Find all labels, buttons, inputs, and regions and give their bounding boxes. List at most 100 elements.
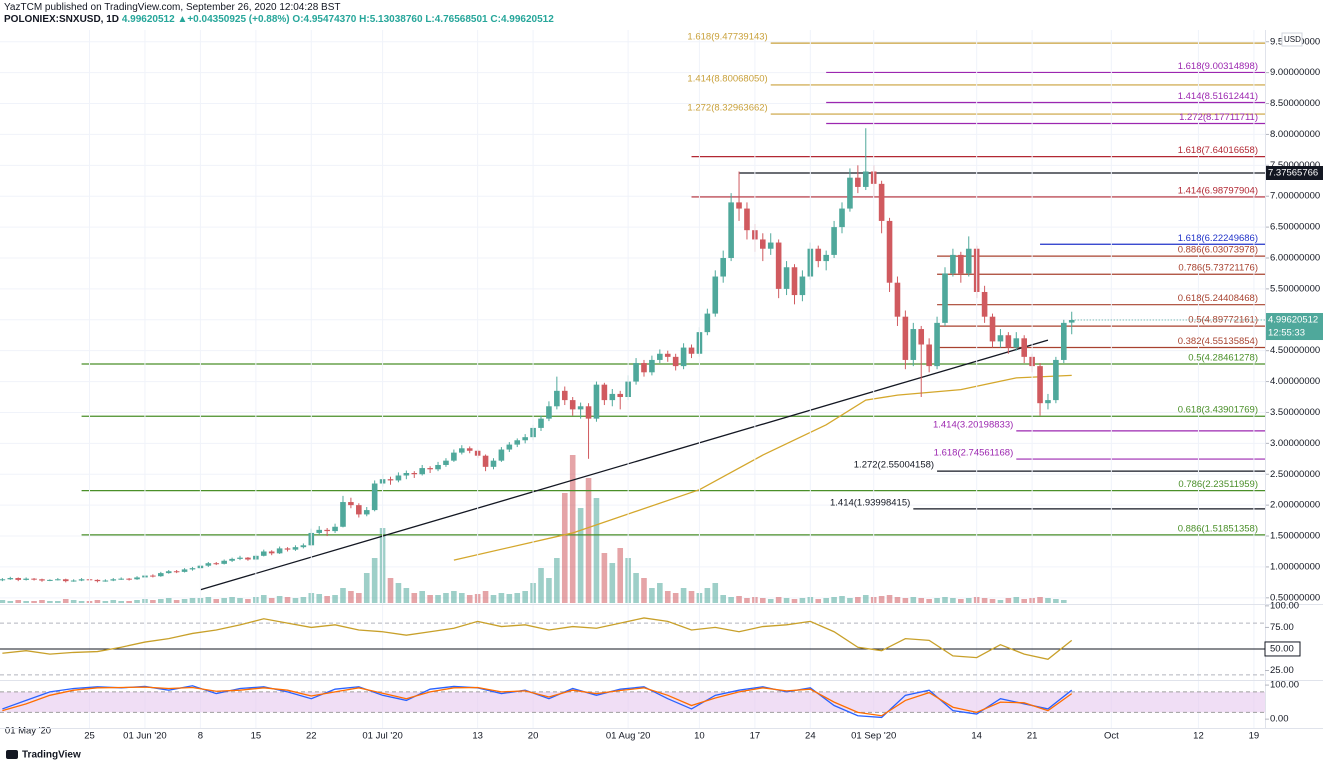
volume-bar [435,595,441,603]
level-label: 0.786(5.73721176) [1178,263,1258,274]
volume-bar [950,598,956,603]
volume-bar [47,601,53,603]
volume-bar [268,598,275,603]
volume-bar [181,599,188,603]
candle-body [165,571,172,574]
volume-bar [609,563,616,603]
volume-bar [229,597,235,603]
y-tick-label: 4.50000000 [1270,345,1320,356]
volume-bar [657,583,663,603]
candle-body [910,329,917,360]
candle-body [878,183,885,221]
level-label: 0.618(3.43901769) [1178,405,1258,416]
volume-bar [506,594,513,603]
volume-bar [680,588,687,603]
rsi-tick-label: 100.00 [1270,600,1299,611]
volume-bar [173,600,180,603]
y-tick-label: 2.50000000 [1270,469,1320,480]
candle-body [1061,322,1067,360]
candle-body [767,242,774,249]
level-label: 0.382(4.55135854) [1178,336,1258,347]
volume-bar [855,597,861,603]
trendline [200,339,1049,591]
candle-body [720,257,726,277]
x-tick-label: 10 [694,731,705,742]
y-tick-label: 3.50000000 [1270,407,1320,418]
candle-body [181,569,188,572]
volume-bar [411,593,418,603]
candle-body [403,473,410,476]
x-tick-label: 25 [84,731,95,742]
volume-bar [934,598,940,603]
candle-body [459,448,465,453]
candle-body [831,227,837,255]
candle-body [498,449,505,461]
volume-bar [1045,598,1051,603]
volume-bar [926,599,932,603]
candle-body [736,202,742,209]
candle-body [332,526,338,532]
candle-body [78,579,85,581]
candle-body [641,363,647,373]
x-tick-label: 01 Sep '20 [851,731,896,742]
volume-bar [451,591,457,603]
volume-bar [902,598,909,603]
candle-body [260,551,267,556]
volume-bar [664,591,671,603]
level-label: 1.414(6.98797904) [1178,185,1258,196]
level-label: 0.886(6.03073978) [1178,245,1258,256]
price-pane [0,41,1265,603]
candle-body [189,568,196,570]
candle-body [31,578,37,580]
x-tick-label: 19 [1249,731,1260,742]
candle-body [387,479,394,481]
candle-body [324,529,330,532]
volume-bar [522,591,528,603]
candle-body [205,563,212,566]
level-label: 1.618(6.22249686) [1178,233,1258,244]
candle-body [704,313,711,333]
candle-body [371,483,378,511]
volume-bar [23,601,29,603]
volume-bar [958,599,964,603]
candle-body [443,460,449,465]
candle-body [419,468,425,475]
volume-bar [165,598,172,603]
x-tick-label: 12 [1193,731,1204,742]
candle-body [213,563,220,565]
volume-bar [569,455,576,603]
volume-bar [78,601,85,603]
rsi-level-box [1264,641,1301,657]
volume-bar [886,595,893,603]
candle-body [997,335,1004,342]
volume-bar [157,599,164,603]
candle-body [1045,400,1051,404]
candle-body [823,254,829,262]
candle-body [134,577,140,580]
x-tick-label: 21 [1027,731,1038,742]
volume-bar [395,583,402,603]
volume-bar [237,598,243,603]
volume-bar [62,599,69,603]
candle-body [633,363,639,382]
candle-body [981,291,988,317]
volume-bar [862,595,869,603]
candle-body [1013,338,1020,348]
volume-bar [94,600,101,603]
candle-body [918,329,925,345]
candle-body [102,580,109,582]
x-tick-label: 01 Aug '20 [606,731,651,742]
volume-bar [126,601,132,603]
candle-body [356,505,362,515]
candle-body [276,548,283,554]
candle-body [1021,338,1027,357]
candle-body [538,418,544,428]
volume-bar [15,600,22,603]
candle-body [989,316,996,342]
candle-body [47,579,53,581]
candle-body [363,510,370,515]
level-label: 1.618(7.64016658) [1178,145,1258,156]
volume-bar [419,591,425,603]
y-tick-label: 5.50000000 [1270,283,1320,294]
